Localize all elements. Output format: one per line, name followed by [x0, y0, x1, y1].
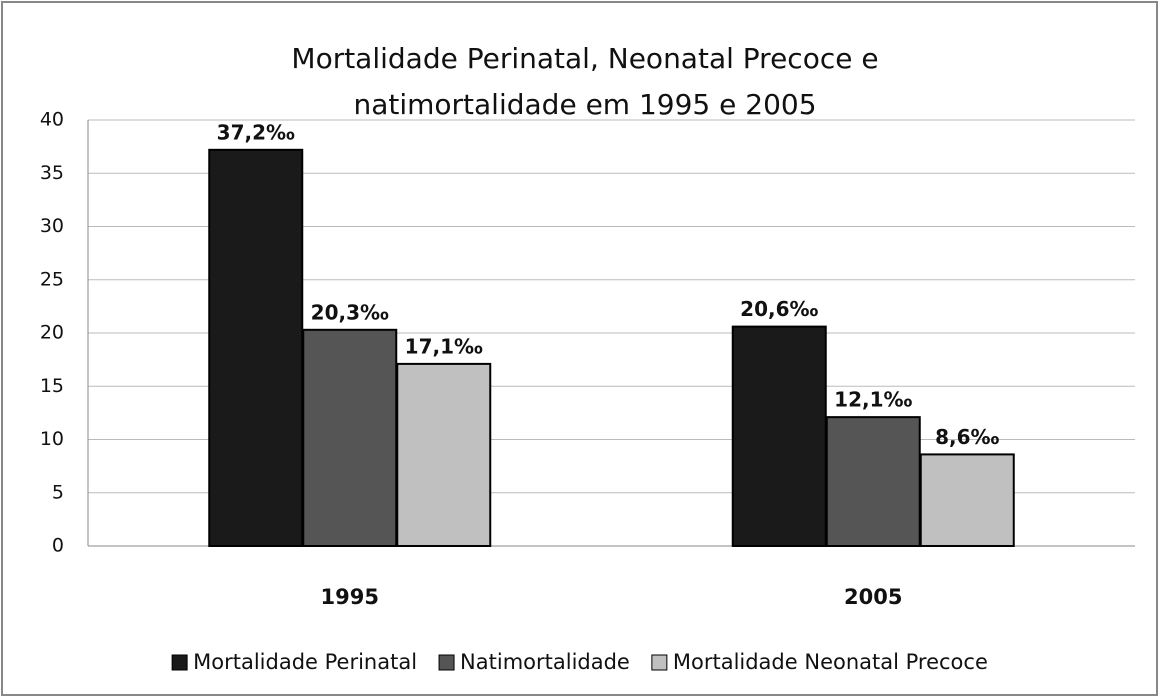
value-label: 20,6‰: [740, 297, 818, 321]
y-tick-label: 5: [52, 481, 64, 503]
bar: [208, 148, 304, 547]
bar: [825, 416, 921, 548]
legend-swatch: [171, 654, 188, 671]
y-tick-label: 35: [40, 162, 64, 184]
y-tick-label: 10: [40, 428, 64, 450]
legend-swatch: [651, 654, 668, 671]
bar: [731, 325, 827, 547]
bar: [396, 362, 492, 548]
y-tick-label: 20: [40, 322, 64, 344]
value-label: 8,6‰: [935, 425, 999, 449]
bar: [302, 328, 398, 547]
chart-title: Mortalidade Perinatal, Neonatal Precoce …: [291, 42, 879, 121]
y-tick-label: 25: [40, 268, 64, 290]
value-label: 12,1‰: [834, 388, 912, 412]
y-tick-label: 40: [40, 109, 64, 131]
value-label: 37,2‰: [217, 120, 295, 144]
bar: [919, 453, 1015, 547]
y-tick-label: 30: [40, 215, 64, 237]
y-tick-label: 15: [40, 375, 64, 397]
legend-swatch: [438, 654, 455, 671]
x-tick-label: 1995: [321, 585, 379, 609]
y-tick-label: 0: [52, 535, 64, 557]
x-tick-label: 2005: [844, 585, 902, 609]
value-label: 17,1‰: [405, 334, 483, 358]
legend-label: Mortalidade Neonatal Precoce: [673, 650, 988, 674]
legend-label: Mortalidade Perinatal: [193, 650, 417, 674]
value-label: 20,3‰: [311, 300, 389, 324]
legend-label: Natimortalidade: [460, 650, 630, 674]
